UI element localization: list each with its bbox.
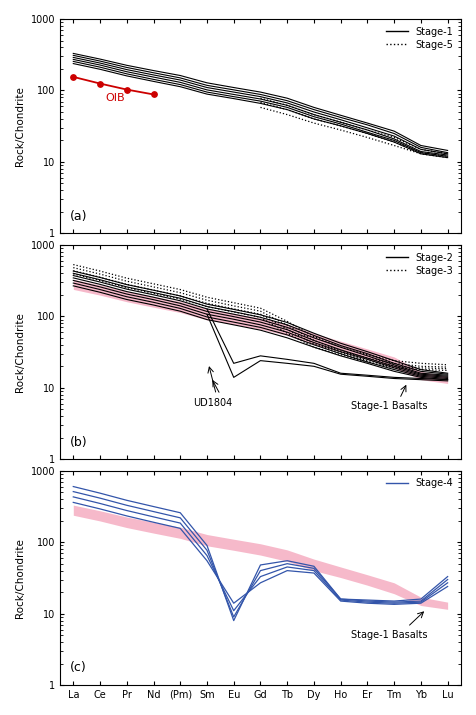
Legend: Stage-4: Stage-4 xyxy=(383,475,456,491)
Point xyxy=(123,84,130,95)
Text: Stage-1 Basalts: Stage-1 Basalts xyxy=(350,629,427,639)
Text: OIB: OIB xyxy=(105,93,125,103)
Text: Stage-1 Basalts: Stage-1 Basalts xyxy=(350,401,427,411)
Y-axis label: Rock/Chondrite: Rock/Chondrite xyxy=(15,312,25,392)
Y-axis label: Rock/Chondrite: Rock/Chondrite xyxy=(15,538,25,618)
Legend: Stage-1, Stage-5: Stage-1, Stage-5 xyxy=(383,24,456,53)
Text: (c): (c) xyxy=(70,661,87,674)
Point xyxy=(69,72,77,83)
Legend: Stage-2, Stage-3: Stage-2, Stage-3 xyxy=(383,250,456,278)
Point xyxy=(149,89,157,100)
Text: (b): (b) xyxy=(70,435,88,448)
Point xyxy=(96,78,104,89)
Text: (a): (a) xyxy=(70,209,88,223)
Text: UD1804: UD1804 xyxy=(193,398,232,408)
Y-axis label: Rock/Chondrite: Rock/Chondrite xyxy=(15,87,25,166)
